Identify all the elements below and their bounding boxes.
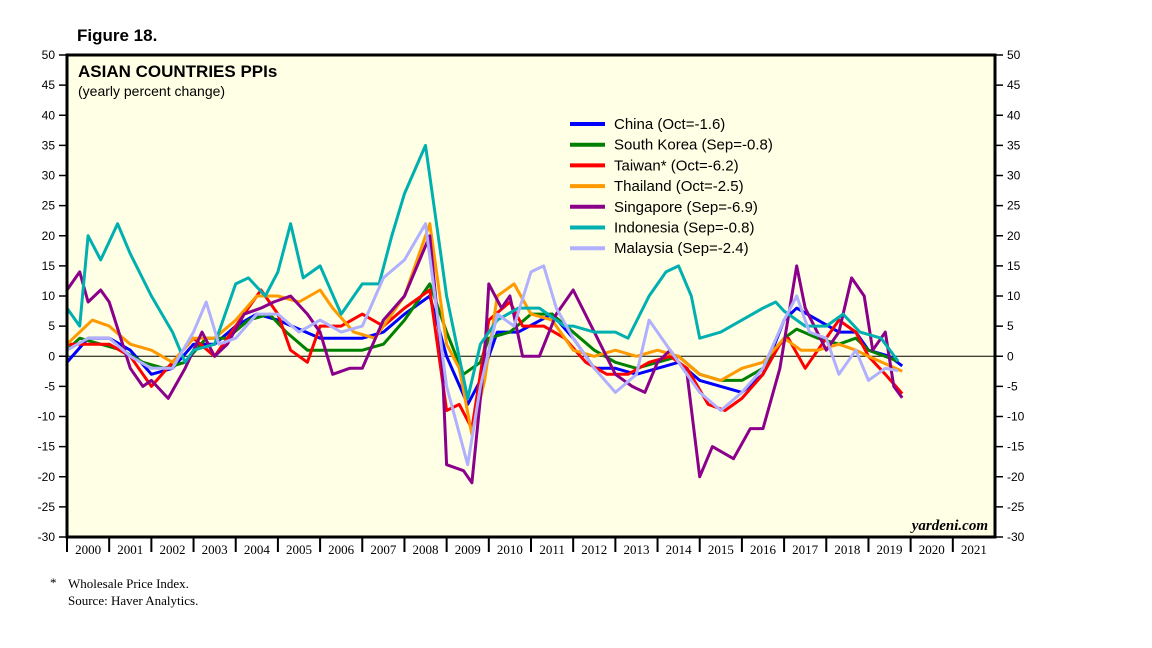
x-tick-label: 2004 <box>244 542 271 557</box>
y-tick-label-left: 30 <box>42 169 56 183</box>
series-line-singapore <box>65 234 904 485</box>
y-tick-label-right: 30 <box>1007 169 1021 183</box>
x-tick-label: 2011 <box>539 542 565 557</box>
y-tick-label-left: -20 <box>38 470 56 484</box>
y-tick-label-left: 15 <box>42 259 56 273</box>
y-tick-label-right: -10 <box>1007 410 1025 424</box>
x-tick-label: 2017 <box>792 542 819 557</box>
x-tick-label: 2020 <box>919 542 945 557</box>
footnote-note: Wholesale Price Index. <box>68 576 189 591</box>
plot-area <box>67 55 995 537</box>
legend: China (Oct=-1.6) South Korea (Sep=-0.8) Ta… <box>570 116 773 257</box>
y-tick-label-left: 0 <box>48 349 55 363</box>
plot-border <box>65 53 997 539</box>
series-line-malaysia <box>66 222 899 467</box>
y-tick-label-left: -15 <box>38 440 56 454</box>
y-tick-label-left: 45 <box>42 78 56 92</box>
y-tick-label-left: -5 <box>44 379 55 393</box>
x-tick-label: 2014 <box>666 542 693 557</box>
y-tick-label-left: 5 <box>48 319 55 333</box>
x-tick-label: 2001 <box>117 542 143 557</box>
x-tick-label: 2006 <box>328 542 355 557</box>
x-tick-label: 2002 <box>159 542 185 557</box>
y-tick-label-right: -25 <box>1007 500 1025 514</box>
y-tick-label-right: 0 <box>1007 349 1014 363</box>
x-tick-label: 2007 <box>370 542 397 557</box>
x-tick-label: 2008 <box>413 542 439 557</box>
y-tick-label-left: 20 <box>42 229 56 243</box>
x-tick-label: 2018 <box>834 542 860 557</box>
y-tick-label-left: 40 <box>42 108 56 122</box>
x-tick-label: 2009 <box>455 542 481 557</box>
x-tick-label: 2016 <box>750 542 777 557</box>
chart-title: ASIAN COUNTRIES PPIs <box>78 62 277 81</box>
y-tick-label-left: -25 <box>38 500 56 514</box>
footnote-marker: * <box>50 575 57 590</box>
x-tick-label: 2013 <box>623 542 649 557</box>
x-tick-label: 2021 <box>961 542 987 557</box>
y-tick-label-right: 10 <box>1007 289 1021 303</box>
y-tick-label-right: 50 <box>1007 48 1021 62</box>
footnote-source: Source: Haver Analytics. <box>68 593 199 608</box>
figure-label: Figure 18. <box>77 26 158 45</box>
legend-label: Indonesia (Sep=-0.8) <box>614 220 755 237</box>
x-tick-label: 2019 <box>877 542 903 557</box>
y-tick-label-left: 35 <box>42 138 56 152</box>
legend-label: Thailand (Oct=-2.5) <box>614 178 744 195</box>
y-tick-label-left: -30 <box>38 530 56 544</box>
y-tick-label-right: 25 <box>1007 199 1021 213</box>
x-tick-label: 2003 <box>202 542 228 557</box>
x-tick-label: 2005 <box>286 542 312 557</box>
chart-subtitle: (yearly percent change) <box>78 83 225 99</box>
legend-label: Taiwan* (Oct=-6.2) <box>614 157 739 174</box>
y-tick-label-right: 20 <box>1007 229 1021 243</box>
y-tick-label-right: -15 <box>1007 440 1025 454</box>
y-tick-label-left: 25 <box>42 199 56 213</box>
y-tick-label-right: -20 <box>1007 470 1025 484</box>
x-tick-label: 2010 <box>497 542 523 557</box>
x-tick-label: 2012 <box>581 542 607 557</box>
y-tick-label-right: 35 <box>1007 138 1021 152</box>
watermark: yardeni.com <box>910 518 988 534</box>
x-tick-label: 2015 <box>708 542 734 557</box>
legend-label: Malaysia (Sep=-2.4) <box>614 240 749 257</box>
y-tick-label-left: 50 <box>42 48 56 62</box>
legend-label: China (Oct=-1.6) <box>614 116 725 133</box>
y-tick-label-right: 40 <box>1007 108 1021 122</box>
x-tick-label: 2000 <box>75 542 101 557</box>
y-tick-label-left: 10 <box>42 289 56 303</box>
y-tick-label-right: 45 <box>1007 78 1021 92</box>
y-tick-label-right: 5 <box>1007 319 1014 333</box>
y-tick-label-left: -10 <box>38 410 56 424</box>
legend-label: Singapore (Sep=-6.9) <box>614 199 758 216</box>
legend-label: South Korea (Sep=-0.8) <box>614 137 773 154</box>
y-tick-label-right: -30 <box>1007 530 1025 544</box>
y-tick-label-right: 15 <box>1007 259 1021 273</box>
y-tick-label-right: -5 <box>1007 379 1018 393</box>
